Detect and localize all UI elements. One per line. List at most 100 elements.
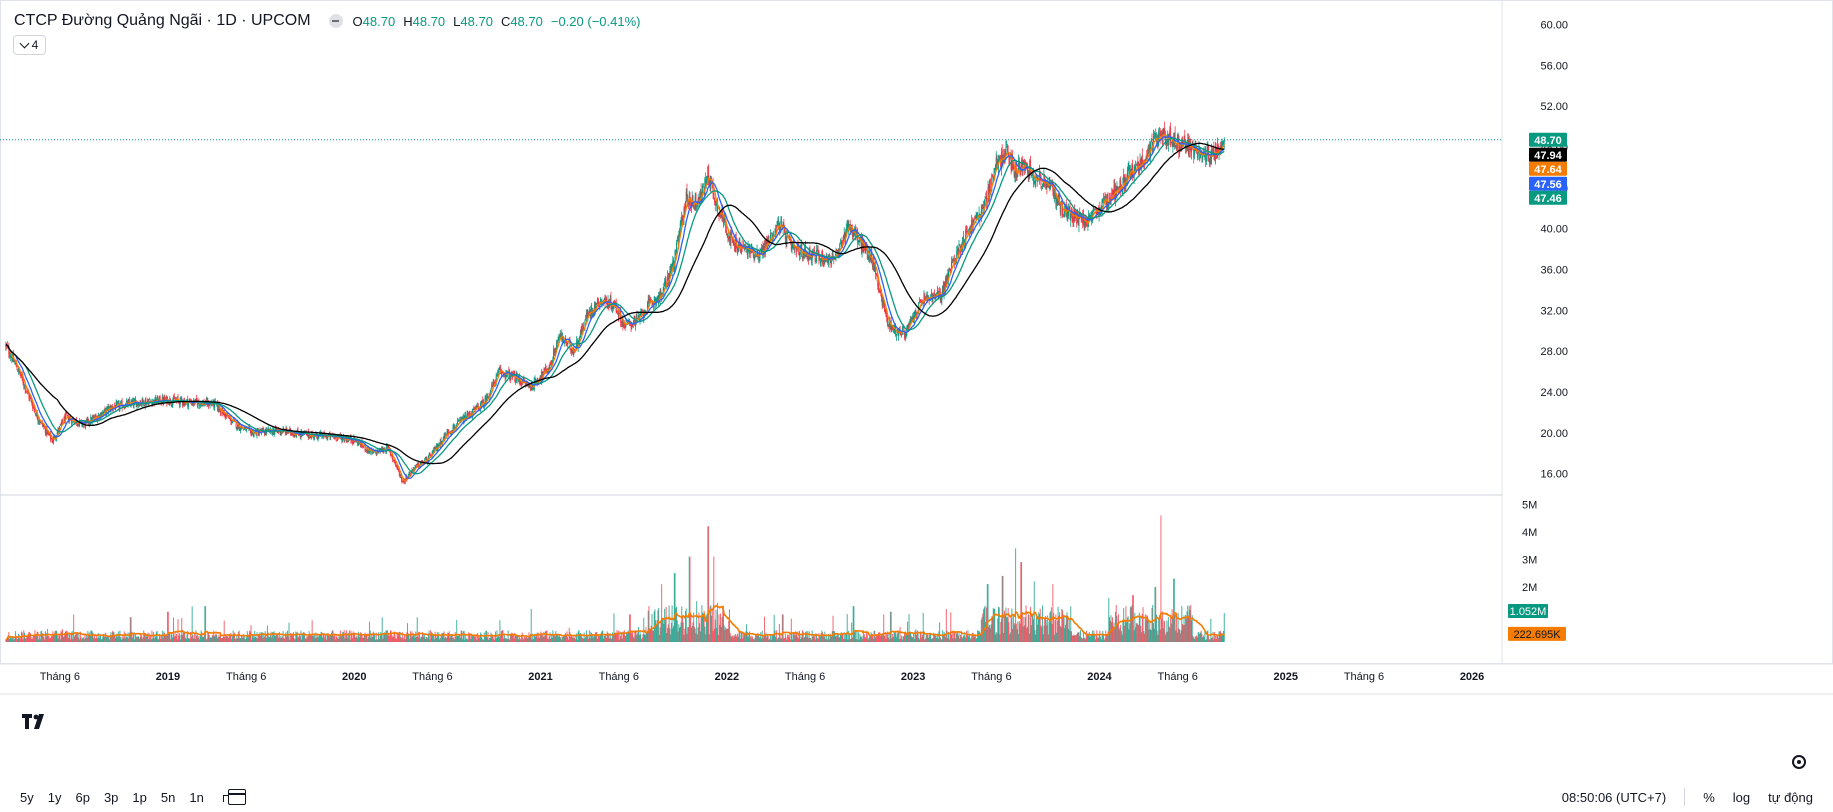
volume-bar: [1035, 634, 1037, 642]
indicators-toggle-button[interactable]: 4: [13, 35, 46, 55]
volume-bar: [1041, 626, 1043, 642]
volume-bar: [114, 634, 116, 642]
price-tick-label: 52.00: [1540, 101, 1568, 113]
volume-bar: [436, 631, 438, 642]
volume-bar: [660, 622, 662, 642]
candle-body: [158, 396, 160, 400]
volume-bar: [1015, 548, 1017, 642]
range-1d-button[interactable]: 1n: [189, 789, 204, 805]
time-axis-label: 2021: [528, 671, 552, 683]
volume-bar: [33, 635, 35, 642]
volume-bar: [585, 636, 587, 642]
volume-bar: [347, 637, 349, 642]
volume-bar: [1106, 635, 1108, 642]
candle-body: [673, 260, 675, 268]
volume-bar: [480, 632, 482, 642]
volume-bar: [73, 614, 75, 642]
range-1y-button[interactable]: 1y: [47, 789, 62, 805]
candle-body: [730, 234, 732, 243]
volume-bar: [437, 636, 439, 642]
volume-bar: [1009, 634, 1011, 642]
volume-bar: [877, 635, 879, 642]
calendar-icon[interactable]: [222, 789, 246, 805]
candle-body: [983, 206, 985, 210]
range-3m-button[interactable]: 3p: [103, 789, 119, 805]
volume-bar: [676, 620, 678, 642]
volume-bar: [880, 636, 882, 642]
volume-bar: [226, 636, 228, 642]
candle-body: [486, 395, 488, 397]
volume-bar: [774, 630, 776, 642]
candle-body: [651, 302, 653, 304]
candle-body: [720, 214, 722, 218]
candle-body: [958, 243, 960, 256]
candle-body: [786, 233, 788, 243]
candle-body: [509, 377, 511, 381]
volume-bar: [360, 633, 362, 642]
candle-body: [819, 259, 821, 261]
volume-bar: [474, 636, 476, 642]
gear-icon[interactable]: [1792, 755, 1806, 769]
volume-bar: [712, 630, 714, 642]
candle-body: [219, 408, 221, 412]
volume-bar: [540, 631, 542, 642]
candle-body: [1162, 131, 1164, 137]
candle-body: [1102, 198, 1104, 200]
candle-body: [1158, 132, 1160, 136]
tradingview-logo-icon[interactable]: [20, 710, 50, 732]
volume-bar: [669, 628, 671, 642]
volume-bar: [704, 626, 706, 642]
candle-body: [769, 235, 771, 241]
price-tick-label: 36.00: [1540, 264, 1568, 276]
volume-bar: [1003, 632, 1005, 642]
volume-bar: [259, 631, 261, 642]
candle-body: [1059, 203, 1061, 213]
volume-bar: [1011, 608, 1013, 642]
candle-body: [332, 436, 334, 438]
candle-body: [971, 220, 973, 233]
clock-timezone[interactable]: 08:50:06 (UTC+7): [1561, 789, 1667, 805]
volume-bar: [912, 637, 914, 642]
volume-bar: [187, 638, 189, 642]
candle-body: [1056, 197, 1058, 204]
volume-bar: [980, 619, 982, 642]
time-axis-label: Tháng 6: [785, 671, 825, 683]
volume-bar: [211, 637, 213, 642]
volume-bar: [208, 635, 210, 642]
volume-bar: [531, 639, 533, 642]
candle-body: [390, 454, 392, 456]
candle-body: [665, 280, 667, 286]
volume-bar: [367, 633, 369, 642]
volume-bar: [523, 639, 525, 642]
candle-body: [143, 404, 145, 406]
candle-body: [525, 383, 527, 385]
candle-body: [472, 408, 474, 411]
candle-body: [1210, 156, 1212, 163]
volume-bar: [138, 636, 140, 642]
candle-body: [860, 237, 862, 251]
volume-bar: [344, 638, 346, 642]
volume-bar: [25, 638, 27, 642]
volume-bar: [417, 636, 419, 642]
range-1m-button[interactable]: 1p: [132, 789, 147, 805]
range-6m-button[interactable]: 6p: [75, 789, 90, 805]
minus-icon[interactable]: [328, 14, 343, 28]
volume-bar: [853, 606, 855, 642]
candle-body: [1160, 134, 1162, 140]
volume-bar: [466, 638, 468, 642]
volume-bar: [1166, 620, 1168, 642]
volume-bar: [354, 632, 356, 642]
volume-bar: [882, 635, 884, 642]
range-5d-button[interactable]: 5n: [160, 789, 176, 805]
candle-body: [291, 433, 293, 436]
volume-bar: [784, 633, 786, 642]
volume-bar: [376, 639, 378, 642]
candle-body: [701, 195, 703, 202]
volume-bar: [16, 638, 18, 642]
candle-body: [1070, 216, 1072, 222]
symbol-title[interactable]: CTCP Đường Quảng Ngãi · 1D · UPCOM: [14, 12, 311, 29]
chart-canvas[interactable]: 60.0056.0052.0048.0044.0040.0036.0032.00…: [0, 0, 1833, 782]
volume-bar: [1211, 637, 1213, 642]
volume-bar: [214, 636, 216, 642]
range-5y-button[interactable]: 5y: [20, 789, 34, 805]
